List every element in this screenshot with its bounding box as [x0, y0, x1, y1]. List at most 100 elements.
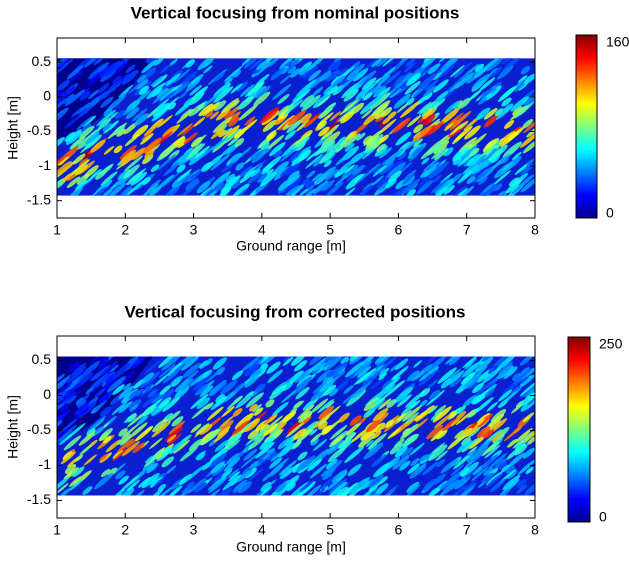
heatmap-texture — [237, 469, 253, 482]
heatmap-texture — [195, 450, 206, 460]
heatmap-texture — [176, 164, 186, 173]
heatmap-texture — [280, 185, 301, 196]
heatmap-texture — [406, 58, 417, 67]
heatmap-texture — [168, 420, 186, 435]
heatmap-texture — [277, 442, 295, 458]
heatmap-texture — [243, 448, 258, 461]
heatmap-texture — [279, 467, 294, 480]
heatmap-texture — [117, 189, 132, 196]
heatmap-texture — [157, 483, 167, 492]
heatmap-texture — [130, 171, 148, 186]
heatmap-texture — [126, 411, 146, 428]
heatmap-texture — [267, 134, 285, 150]
heatmap-texture — [316, 120, 327, 130]
heatmap-texture — [336, 486, 349, 496]
heatmap-texture — [150, 476, 163, 488]
heatmap-texture — [440, 458, 459, 474]
heatmap-texture — [483, 467, 494, 476]
heatmap-texture — [244, 363, 260, 377]
heatmap-texture — [241, 58, 252, 66]
heatmap-texture — [298, 149, 312, 162]
heatmap-texture — [75, 179, 87, 190]
heatmap-texture — [437, 367, 457, 384]
heatmap-texture — [379, 378, 398, 395]
heatmap-texture — [362, 77, 372, 86]
heatmap-texture — [392, 163, 406, 175]
heatmap-texture — [371, 430, 382, 439]
heatmap-texture — [57, 79, 70, 91]
heatmap-texture — [114, 489, 125, 496]
heatmap-texture — [470, 445, 489, 461]
heatmap-texture — [319, 70, 332, 82]
heatmap-texture — [413, 138, 423, 147]
heatmap-texture — [405, 391, 425, 408]
heatmap-texture — [219, 415, 235, 428]
heatmap-texture — [318, 126, 330, 137]
heatmap-texture — [370, 92, 391, 110]
heatmap-texture — [138, 85, 150, 95]
heatmap-texture — [501, 464, 510, 473]
heatmap-texture — [265, 399, 275, 408]
heatmap-texture — [415, 408, 432, 423]
heatmap-texture — [196, 181, 211, 194]
heatmap-texture — [269, 457, 283, 469]
heatmap-texture — [330, 481, 348, 496]
x-tick-label: 6 — [395, 222, 403, 238]
heatmap-texture — [417, 72, 438, 90]
heatmap-texture — [479, 77, 496, 91]
heatmap-texture — [392, 366, 409, 380]
heatmap-texture — [59, 381, 73, 393]
heatmap-texture — [376, 483, 389, 495]
heatmap-texture — [302, 397, 319, 411]
heatmap-texture — [504, 120, 515, 129]
heatmap-texture — [486, 58, 504, 72]
heatmap-texture — [522, 138, 535, 154]
chart-title: Vertical focusing from corrected positio… — [124, 302, 465, 321]
heatmap-texture — [434, 147, 449, 161]
heatmap-texture — [260, 171, 277, 187]
heatmap-texture — [394, 75, 405, 85]
heatmap-texture — [224, 110, 235, 120]
heatmap-texture — [270, 67, 285, 81]
heatmap-texture — [140, 371, 161, 388]
heatmap-texture — [444, 100, 461, 114]
heatmap-texture — [443, 185, 455, 195]
heatmap-texture — [362, 135, 373, 145]
heatmap-texture — [66, 176, 81, 189]
heatmap-texture — [426, 424, 444, 440]
colorbar-tick-label: 0 — [599, 509, 607, 525]
heatmap-texture — [507, 479, 517, 487]
heatmap-texture — [319, 376, 338, 393]
heatmap-texture — [421, 157, 430, 165]
heatmap-texture — [466, 176, 476, 185]
heatmap-texture — [460, 62, 473, 72]
heatmap-texture — [400, 178, 421, 196]
heatmap-texture — [79, 125, 95, 139]
heatmap-texture — [190, 393, 209, 410]
heatmap-texture — [310, 432, 322, 443]
heatmap-texture — [327, 446, 347, 463]
y-tick-label: -1 — [39, 157, 52, 173]
heatmap-texture — [363, 129, 383, 147]
heatmap-texture — [57, 58, 70, 68]
heatmap-texture — [210, 153, 231, 171]
heatmap-texture — [282, 410, 297, 423]
heatmap-texture — [117, 433, 131, 445]
heatmap-texture — [84, 58, 104, 68]
heatmap-texture — [418, 369, 439, 387]
heatmap-texture — [130, 356, 147, 370]
heatmap-texture — [432, 473, 446, 485]
heatmap-texture — [374, 145, 388, 157]
heatmap-texture — [143, 118, 164, 136]
x-tick-label: 5 — [326, 222, 334, 238]
heatmap-texture — [124, 155, 144, 172]
heatmap-texture — [212, 357, 227, 370]
heatmap-texture — [320, 356, 336, 365]
heatmap-texture — [456, 427, 473, 442]
heatmap-texture — [373, 397, 382, 405]
heatmap-texture — [122, 382, 132, 391]
heatmap-texture — [162, 397, 180, 412]
heatmap-texture — [362, 370, 381, 387]
heatmap-texture — [221, 125, 240, 141]
heatmap-texture — [511, 151, 522, 161]
